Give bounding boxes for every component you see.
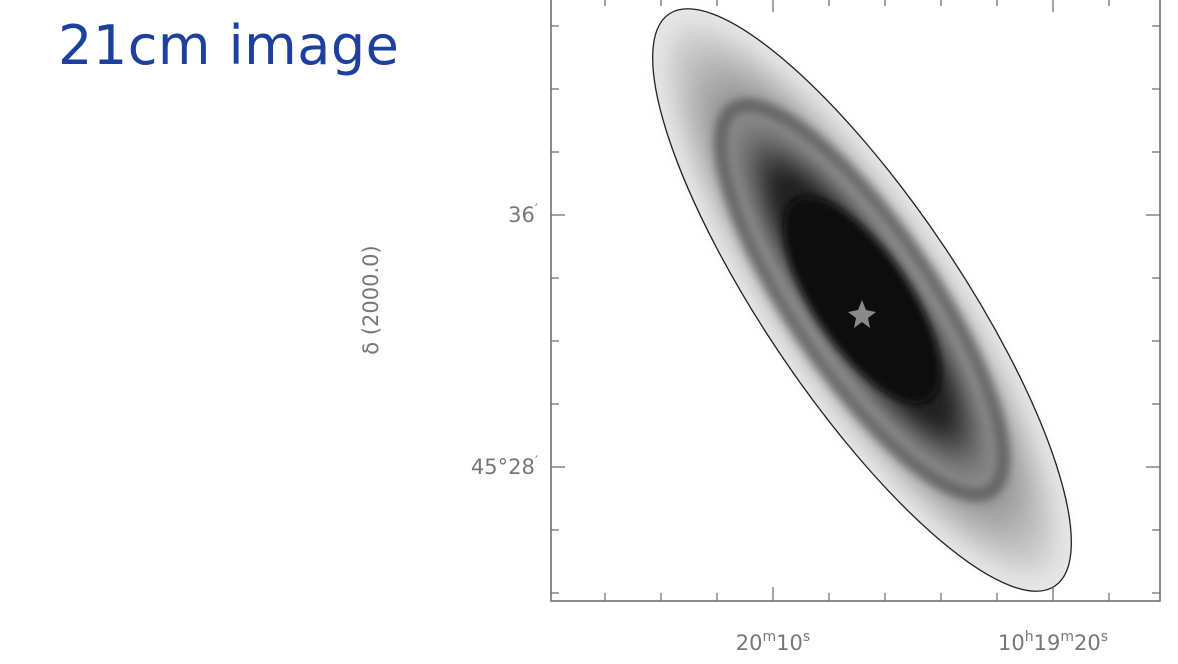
y-axis-label: δ (2000.0) [359,245,383,354]
x-tick-label: 20m10s [736,629,810,655]
contour [652,8,1072,592]
label-part: ′ [535,454,538,470]
ring [713,98,1011,502]
x-tick-label: 10h19m20s [998,629,1108,655]
label-part: 10 [998,631,1025,655]
plot-frame [550,0,1161,602]
ticks [551,0,1160,601]
label-part: h [1025,629,1034,645]
y-tick-label: 36′ [508,202,538,227]
center-star [848,300,876,328]
label-part: 20 [1074,631,1101,655]
slide-title: 21cm image [58,14,400,77]
y-tick-label: 45°28′ [471,454,538,479]
label-part: m [1060,629,1074,645]
label-part: 45°28 [471,455,535,479]
label-part: ′ [535,202,538,218]
galaxy-image [652,8,1072,592]
label-part: 10 [776,631,803,655]
label-part: 20 [736,631,763,655]
label-part: 19 [1034,631,1061,655]
label-part: 36 [508,203,535,227]
label-part: s [1101,629,1108,645]
label-part: m [763,629,777,645]
label-part: s [803,629,810,645]
